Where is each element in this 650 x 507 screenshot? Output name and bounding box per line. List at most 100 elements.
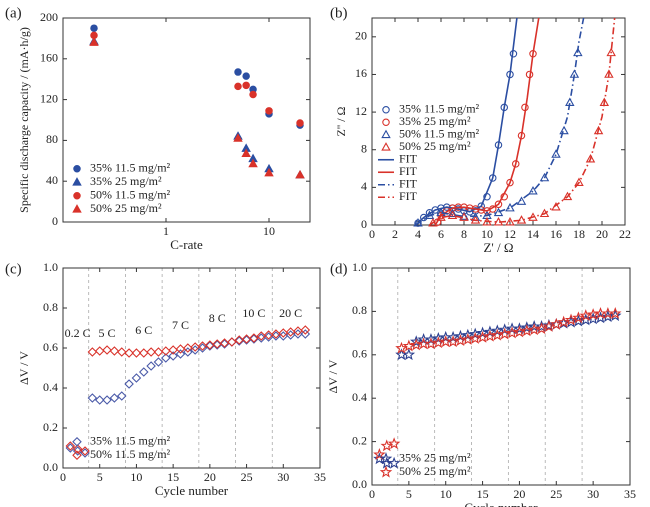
legend-label: 35% 11.5 mg/m² [399, 102, 480, 116]
marker [80, 446, 90, 456]
marker [373, 448, 386, 460]
y-tick-label: 160 [40, 51, 58, 65]
marker [428, 217, 438, 227]
marker [219, 339, 230, 349]
panel: (d) 0 5 10 15 20 25 30 35 0.0 0.2 0.4 0.6 0.8 1.0 Cycle… [326, 260, 636, 507]
marker [190, 345, 200, 355]
marker [212, 339, 222, 349]
marker [241, 148, 251, 158]
legend-label: 50% 25 mg/m² [399, 139, 471, 153]
legend-marker [73, 192, 81, 200]
x-tick-label: 16 [550, 227, 562, 241]
y-tick-label: 0.4 [352, 390, 367, 404]
marker [146, 347, 156, 357]
marker [109, 346, 120, 356]
x-tick-label: 5 [406, 487, 412, 501]
marker [606, 47, 616, 57]
x-tick-label: 5 [97, 470, 103, 484]
marker [493, 207, 504, 217]
marker [241, 335, 252, 345]
marker [87, 393, 98, 403]
legend-label: 50% 11.5 mg/m² [90, 188, 171, 202]
legend-label: 35% 25 mg/m² [90, 174, 162, 188]
y-tick-label: 8 [361, 141, 367, 155]
y-tick-label: 0.6 [352, 347, 367, 361]
legend-marker [72, 204, 82, 213]
marker [234, 335, 245, 345]
rate-label: 5 C [99, 326, 116, 340]
marker [264, 167, 274, 177]
marker [234, 336, 245, 346]
y-tick-label: 0.0 [352, 477, 367, 491]
marker [300, 325, 311, 335]
y-tick-label: 0.8 [43, 300, 58, 314]
marker [146, 361, 156, 371]
marker [138, 367, 149, 377]
x-axis-label: Cycle number [464, 500, 538, 507]
marker [550, 317, 563, 330]
marker [528, 185, 538, 195]
marker [447, 210, 458, 219]
legend-marker [381, 142, 391, 151]
y-tick-label: 20 [355, 29, 367, 43]
x-tick-label: 30 [277, 470, 289, 484]
legend-label: FIT [399, 152, 418, 166]
x-tick-label: 10 [130, 470, 142, 484]
marker [295, 169, 305, 179]
x-axis-label: Z' / Ω [483, 240, 513, 255]
marker [183, 343, 193, 353]
x-tick-label: 35 [314, 470, 326, 484]
marker [263, 330, 274, 340]
x-tick-label: 25 [550, 487, 562, 501]
marker [205, 341, 215, 351]
marker [409, 335, 423, 348]
marker [227, 337, 237, 347]
panel: (a) 1 10 0 40 80 120 160 200 C-rate Specific disch… [5, 5, 311, 252]
marker [212, 340, 222, 350]
panel-label: (c) [5, 261, 22, 277]
marker [109, 393, 120, 403]
marker [175, 344, 186, 354]
x-tick-label: 2 [392, 227, 398, 241]
marker [175, 349, 186, 359]
marker [539, 172, 550, 182]
marker [609, 307, 622, 319]
x-tick-label: 12 [504, 227, 516, 241]
marker [102, 345, 112, 355]
marker [249, 333, 259, 343]
marker [278, 328, 289, 338]
marker [94, 395, 105, 405]
marker [562, 191, 573, 201]
marker [124, 348, 134, 358]
x-axis-label: C-rate [170, 237, 203, 252]
x-tick-label: 10 [481, 227, 493, 241]
x-tick-label: 0 [369, 487, 375, 501]
marker [506, 178, 514, 187]
legend-marker [72, 436, 82, 447]
rate-label: 6 C [135, 323, 152, 337]
marker [233, 133, 243, 142]
marker [205, 340, 215, 350]
marker [116, 347, 127, 357]
marker [380, 439, 393, 452]
marker [87, 347, 98, 357]
marker [551, 149, 561, 158]
x-tick-label: 4 [415, 227, 421, 241]
marker [131, 373, 142, 383]
marker [564, 313, 578, 326]
marker [505, 202, 515, 212]
x-tick-label: 30 [587, 487, 599, 501]
x-tick-label: 22 [619, 227, 631, 241]
y-tick-label: 12 [355, 104, 367, 118]
marker [542, 320, 556, 332]
marker [219, 338, 230, 348]
legend-label: 35% 25 mg/m² [399, 114, 471, 128]
legend-marker [379, 452, 393, 465]
x-tick-label: 15 [167, 470, 179, 484]
marker [90, 24, 98, 32]
marker [102, 395, 112, 405]
marker [131, 348, 142, 358]
marker [387, 456, 401, 469]
marker [402, 339, 416, 352]
